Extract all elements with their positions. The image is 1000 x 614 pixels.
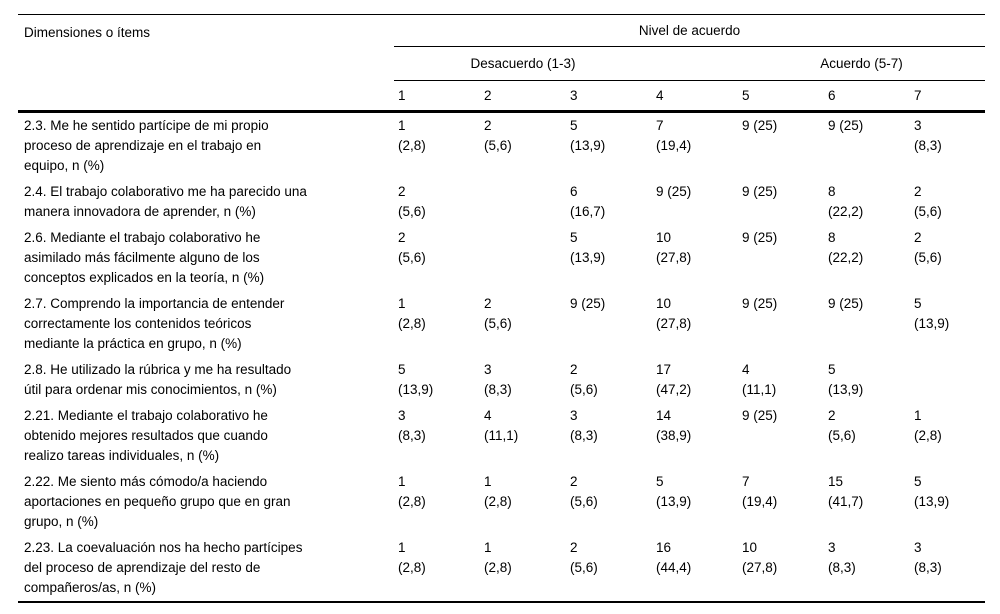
data-cell: 5 (13,9) bbox=[828, 362, 864, 397]
data-cell: 1 (2,8) bbox=[398, 118, 426, 153]
data-cell: 5 (13,9) bbox=[914, 296, 950, 331]
data-cell: 3 (8,3) bbox=[828, 540, 856, 575]
data-cell: 2 (5,6) bbox=[570, 362, 598, 397]
data-cell: 2 (5,6) bbox=[398, 184, 426, 219]
table-row-2-21: 2.21. Mediante el trabajo colaborativo h… bbox=[18, 403, 985, 469]
data-cell: 10 (27,8) bbox=[656, 296, 692, 331]
data-cell: 9 (25) bbox=[742, 408, 778, 423]
data-cell: 4 (11,1) bbox=[742, 362, 777, 397]
data-cell: 10 (27,8) bbox=[656, 230, 692, 265]
item-cell: 2.6. Mediante el trabajo colaborativo he… bbox=[24, 230, 265, 285]
data-cell: 1 (2,8) bbox=[398, 540, 426, 575]
data-cell: 8 (22,2) bbox=[828, 230, 864, 265]
item-column-header: Dimensiones o ítems bbox=[18, 14, 394, 113]
section-header-acuerdo: Acuerdo (5-7) bbox=[738, 46, 986, 81]
data-cell: 1 (2,8) bbox=[398, 296, 426, 331]
data-cell: 2 (5,6) bbox=[570, 540, 598, 575]
data-cell: 9 (25) bbox=[742, 184, 778, 199]
table-row-2-6: 2.6. Mediante el trabajo colaborativo he… bbox=[18, 225, 985, 291]
data-cell: 17 (47,2) bbox=[656, 362, 692, 397]
data-cell: 4 (11,1) bbox=[484, 408, 519, 443]
data-cell: 2 (5,6) bbox=[398, 230, 426, 265]
table-row-2-4: 2.4. El trabajo colaborativo me ha parec… bbox=[18, 179, 985, 225]
data-cell bbox=[480, 225, 566, 291]
data-cell: 7 (19,4) bbox=[742, 474, 778, 509]
data-cell: 2 (5,6) bbox=[828, 408, 856, 443]
data-cell: 1 (2,8) bbox=[914, 408, 942, 443]
table-row-2-7: 2.7. Comprendo la importancia de entende… bbox=[18, 291, 985, 357]
item-cell: 2.3. Me he sentido partícipe de mi propi… bbox=[24, 118, 269, 173]
data-cell: 3 (8,3) bbox=[484, 362, 512, 397]
column-header-1: 1 bbox=[394, 80, 480, 113]
data-cell: 9 (25) bbox=[742, 118, 778, 133]
item-cell: 2.21. Mediante el trabajo colaborativo h… bbox=[24, 408, 268, 463]
column-header-5: 5 bbox=[738, 80, 824, 113]
data-cell: 16 (44,4) bbox=[656, 540, 692, 575]
data-cell: 6 (16,7) bbox=[570, 184, 606, 219]
data-cell: 2 (5,6) bbox=[484, 118, 512, 153]
column-header-2: 2 bbox=[480, 80, 566, 113]
data-cell: 9 (25) bbox=[742, 296, 778, 311]
results-table: Dimensiones o ítems Nivel de acuerdo Des… bbox=[18, 14, 986, 603]
data-cell: 7 (19,4) bbox=[656, 118, 692, 153]
header-row-scale: 1 2 3 4 5 6 7 bbox=[18, 80, 986, 113]
table-row-2-8: 2.8. He utilizado la rúbrica y me ha res… bbox=[18, 357, 985, 403]
item-cell: 2.7. Comprendo la importancia de entende… bbox=[24, 296, 285, 351]
data-cell: 9 (25) bbox=[742, 230, 778, 245]
data-cell: 5 (13,9) bbox=[398, 362, 434, 397]
data-cell: 10 (27,8) bbox=[742, 540, 778, 575]
header-row-sections: Desacuerdo (1-3) Acuerdo (5-7) bbox=[18, 46, 986, 81]
data-cell: 3 (8,3) bbox=[570, 408, 598, 443]
data-cell: 5 (13,9) bbox=[570, 118, 606, 153]
item-cell: 2.4. El trabajo colaborativo me ha parec… bbox=[24, 184, 307, 219]
data-cell bbox=[910, 357, 985, 403]
data-cell: 9 (25) bbox=[828, 296, 864, 311]
data-cell bbox=[480, 179, 566, 225]
table-row-2-23: 2.23. La coevaluación nos ha hecho partí… bbox=[18, 535, 985, 602]
table-row-2-22: 2.22. Me siento más cómodo/a haciendo ap… bbox=[18, 469, 985, 535]
data-cell: 15 (41,7) bbox=[828, 474, 864, 509]
group-header-nivel-de-acuerdo: Nivel de acuerdo bbox=[394, 14, 986, 47]
data-cell: 1 (2,8) bbox=[398, 474, 426, 509]
section-spacer bbox=[652, 46, 738, 81]
data-cell: 14 (38,9) bbox=[656, 408, 692, 443]
data-cell: 1 (2,8) bbox=[484, 540, 512, 575]
column-header-7: 7 bbox=[910, 80, 986, 113]
column-header-6: 6 bbox=[824, 80, 910, 113]
column-header-3: 3 bbox=[566, 80, 652, 113]
data-cell: 2 (5,6) bbox=[914, 184, 942, 219]
column-header-4: 4 bbox=[652, 80, 738, 113]
data-cell: 9 (25) bbox=[570, 296, 606, 311]
item-cell: 2.23. La coevaluación nos ha hecho partí… bbox=[24, 540, 303, 595]
table-row-2-3: 2.3. Me he sentido partícipe de mi propi… bbox=[18, 112, 985, 180]
header-row-group: Dimensiones o ítems Nivel de acuerdo bbox=[18, 14, 986, 113]
data-cell: 3 (8,3) bbox=[398, 408, 426, 443]
data-cell: 5 (13,9) bbox=[570, 230, 606, 265]
data-cell: 9 (25) bbox=[828, 118, 864, 133]
data-cell: 1 (2,8) bbox=[484, 474, 512, 509]
data-cell: 3 (8,3) bbox=[914, 118, 942, 153]
data-cell: 5 (13,9) bbox=[656, 474, 692, 509]
data-cell: 2 (5,6) bbox=[484, 296, 512, 331]
section-header-desacuerdo: Desacuerdo (1-3) bbox=[394, 46, 652, 81]
data-cell: 5 (13,9) bbox=[914, 474, 950, 509]
data-cell: 3 (8,3) bbox=[914, 540, 942, 575]
item-cell: 2.8. He utilizado la rúbrica y me ha res… bbox=[24, 362, 292, 397]
data-cell: 9 (25) bbox=[656, 184, 692, 199]
data-cell: 2 (5,6) bbox=[914, 230, 942, 265]
data-cell: 2 (5,6) bbox=[570, 474, 598, 509]
item-cell: 2.22. Me siento más cómodo/a haciendo ap… bbox=[24, 474, 291, 529]
data-cell: 8 (22,2) bbox=[828, 184, 864, 219]
